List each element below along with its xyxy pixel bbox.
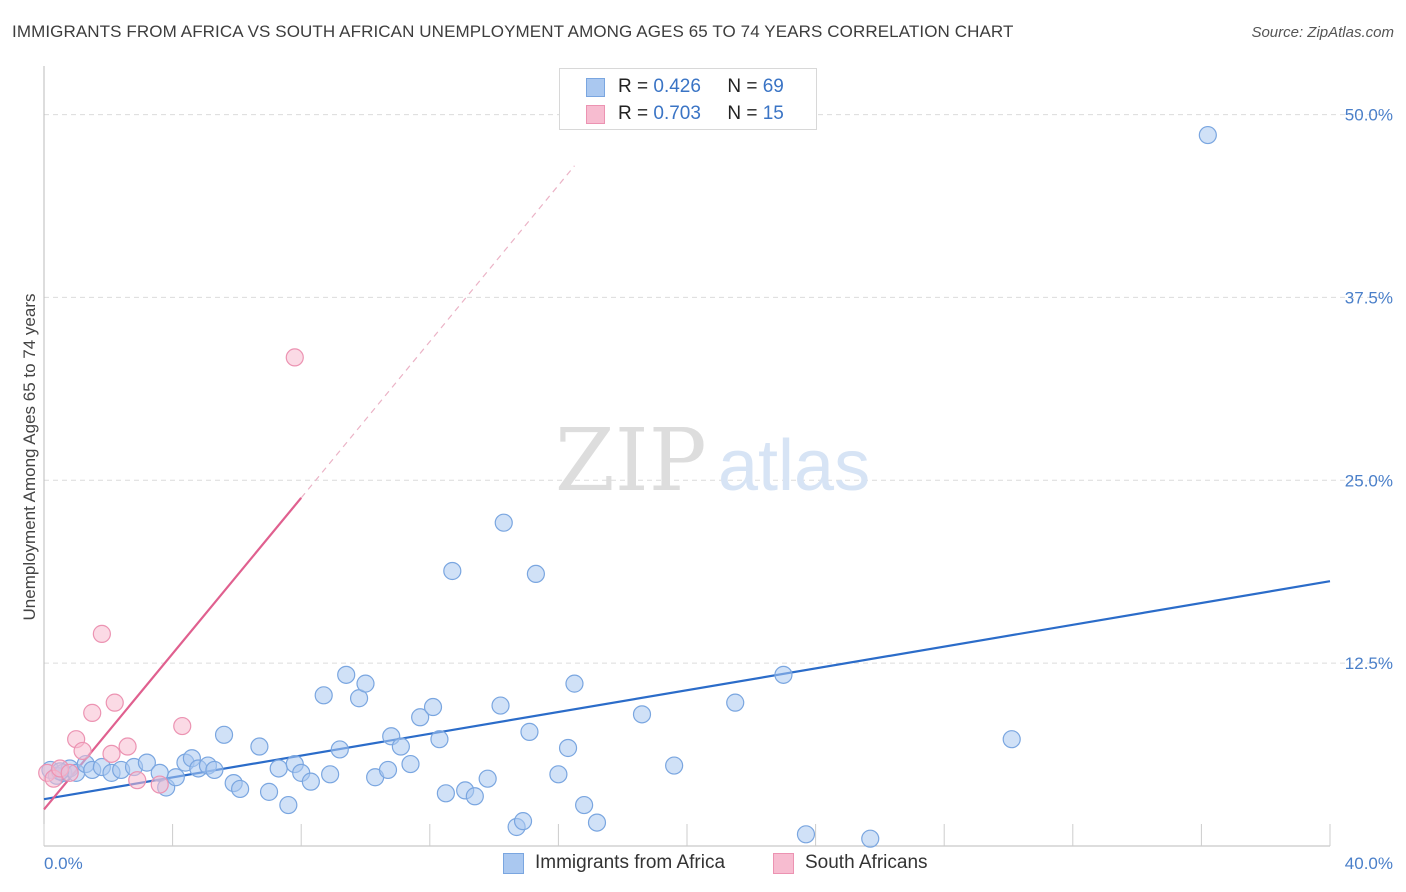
legend-swatch-blue (586, 78, 605, 97)
data-point-south-africans (102, 744, 121, 763)
data-point-immigrants (411, 708, 430, 727)
x-tick-label: 40.0% (1345, 854, 1393, 873)
data-point-immigrants (632, 705, 652, 724)
data-point-immigrants (478, 769, 497, 788)
watermark-atlas: atlas (718, 426, 870, 506)
points-layer (38, 125, 1217, 848)
y-tick-label: 12.5% (1345, 654, 1393, 673)
data-point-immigrants (321, 765, 340, 784)
trend-line-immigrants (43, 580, 1331, 801)
data-point-immigrants (378, 760, 398, 780)
data-point-immigrants (250, 737, 269, 756)
data-point-immigrants (423, 697, 443, 717)
legend-n-label: N = (727, 76, 758, 97)
y-axis-label: Unemployment Among Ages 65 to 74 years (20, 294, 39, 621)
data-point-immigrants (726, 693, 745, 712)
data-point-immigrants (665, 756, 684, 775)
data-point-immigrants (231, 779, 250, 799)
data-point-immigrants (565, 674, 584, 693)
data-point-south-africans (105, 693, 124, 712)
bottom-legend-label: Immigrants from Africa (535, 852, 726, 873)
y-tick-label: 25.0% (1345, 471, 1393, 490)
data-point-immigrants (491, 696, 510, 715)
legend-n-value: 69 (762, 76, 784, 97)
data-point-immigrants (861, 829, 880, 848)
data-point-immigrants (137, 753, 156, 772)
watermark: ZIP atlas (555, 411, 870, 511)
data-point-immigrants (520, 722, 539, 741)
bottom-legend-swatch-pink (773, 853, 794, 874)
data-point-immigrants (774, 665, 793, 684)
y-tick-label: 50.0% (1345, 106, 1393, 125)
data-point-south-africans (173, 716, 192, 736)
data-point-south-africans (83, 703, 102, 722)
chart-source: Source: ZipAtlas.com (1251, 24, 1394, 41)
data-point-immigrants (430, 730, 449, 749)
legend-r-value: 0.426 (653, 76, 701, 97)
data-point-immigrants (575, 795, 594, 815)
data-point-south-africans (128, 771, 147, 790)
data-point-immigrants (279, 795, 298, 815)
data-point-immigrants (301, 772, 320, 791)
data-point-immigrants (443, 561, 462, 581)
data-point-immigrants (494, 513, 513, 532)
data-point-immigrants (465, 787, 484, 806)
data-point-immigrants (391, 737, 410, 756)
data-point-immigrants (330, 740, 349, 759)
data-point-immigrants (796, 825, 816, 844)
data-point-immigrants (549, 765, 568, 784)
data-point-immigrants (1198, 125, 1217, 145)
data-point-south-africans (73, 741, 92, 761)
x-tick-label: 0.0% (44, 854, 83, 873)
data-point-immigrants (205, 760, 224, 780)
data-point-immigrants (587, 813, 607, 832)
data-point-immigrants (356, 674, 375, 693)
data-point-south-africans (285, 348, 304, 367)
data-point-immigrants (558, 738, 578, 758)
ticks-layer: 12.5% 25.0% 37.5% 50.0% 0.0% 40.0% (44, 106, 1393, 873)
bottom-legend-swatch-blue (503, 853, 524, 874)
watermark-zip: ZIP (555, 411, 707, 511)
data-point-south-africans (150, 775, 169, 794)
data-point-immigrants (314, 686, 333, 705)
legend-r-label: R = (618, 76, 649, 97)
y-tick-label: 37.5% (1345, 288, 1393, 307)
data-point-immigrants (513, 812, 533, 831)
data-point-immigrants (401, 754, 420, 774)
grid-layer (44, 114, 1382, 664)
legend-n-value: 15 (762, 103, 784, 124)
data-point-immigrants (214, 725, 234, 744)
legend-swatch-pink (586, 105, 605, 124)
legend-r-value: 0.703 (653, 103, 701, 124)
data-point-immigrants (269, 759, 288, 778)
trend-line-extension (300, 165, 575, 499)
data-point-immigrants (526, 564, 545, 584)
data-point-immigrants (436, 784, 455, 803)
bottom-legend-label: South Africans (805, 852, 928, 873)
data-point-immigrants (166, 768, 185, 787)
legend: R = 0.426 N = 69 R = 0.703 N = 15 (559, 68, 817, 130)
data-point-south-africans (60, 763, 79, 782)
chart-title: IMMIGRANTS FROM AFRICA VS SOUTH AFRICAN … (12, 22, 1014, 41)
legend-n-label: N = (727, 103, 758, 124)
data-point-immigrants (1002, 730, 1021, 749)
data-point-south-africans (92, 624, 111, 643)
legend-r-label: R = (618, 103, 649, 124)
axis-layer (43, 66, 1331, 847)
data-point-immigrants (337, 665, 356, 684)
data-point-south-africans (118, 737, 137, 756)
data-point-immigrants (259, 782, 279, 801)
